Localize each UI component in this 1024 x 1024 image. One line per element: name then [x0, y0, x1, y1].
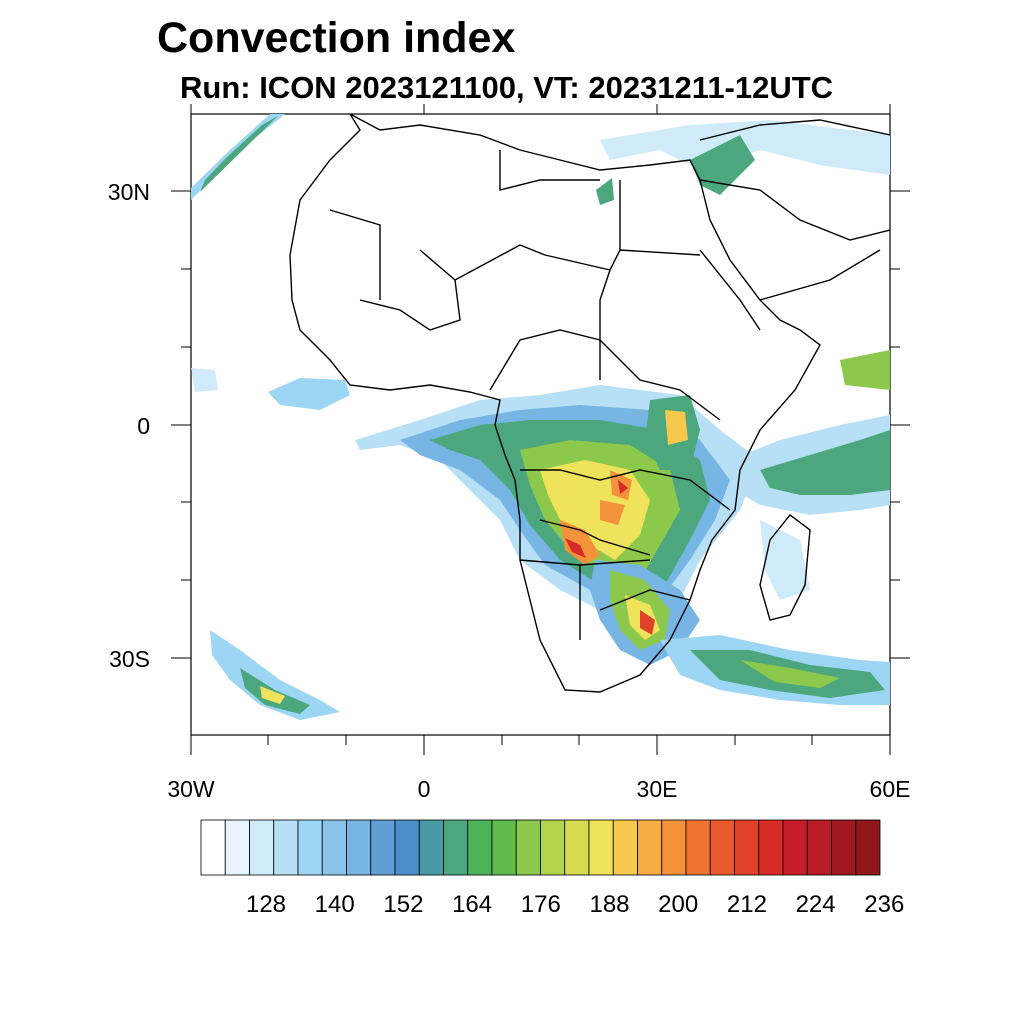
coastlines	[289, 114, 890, 693]
colorbar-swatch	[855, 819, 881, 876]
colorbar-label: 164	[452, 891, 492, 918]
field-sw-streak	[210, 630, 340, 720]
field-libya	[596, 178, 614, 205]
colorbar-swatch	[370, 819, 396, 876]
colorbar-swatch	[564, 819, 590, 876]
colorbar-swatch	[249, 819, 275, 876]
colorbar-swatch	[491, 819, 517, 876]
colorbar-label: 152	[383, 891, 423, 918]
colorbar-swatch	[588, 819, 614, 876]
colorbar-swatch	[224, 819, 250, 876]
field-wafr2	[191, 368, 218, 392]
colorbar-swatch	[346, 819, 372, 876]
colorbar-swatch	[637, 819, 663, 876]
colorbar-swatch	[273, 819, 299, 876]
colorbar-swatch	[515, 819, 541, 876]
chart-subtitle: Run: ICON 2023121100, VT: 20231211-12UTC	[180, 70, 834, 105]
colorbar-swatch	[685, 819, 711, 876]
lat-label-0: 0	[137, 413, 150, 439]
field-levant	[690, 135, 755, 195]
lat-label-30n: 30N	[108, 179, 150, 205]
colorbar-label: 200	[658, 891, 698, 918]
africa-coastline	[289, 114, 821, 693]
colorbar-swatch	[831, 819, 857, 876]
colorbar-label: 176	[521, 891, 561, 918]
field-ne-patch	[840, 350, 890, 390]
colorbar-swatch	[200, 819, 226, 876]
colorbar-swatch	[443, 819, 469, 876]
colorbar-swatch	[321, 819, 347, 876]
colorbar-swatch	[297, 819, 323, 876]
colorbar-label: 236	[864, 891, 904, 918]
field-wafr	[268, 378, 350, 410]
colorbar-swatch	[806, 819, 832, 876]
colorbar-swatch	[394, 819, 420, 876]
colorbar-swatch	[418, 819, 444, 876]
arabia-coastline	[699, 119, 890, 301]
colorbar-swatch	[782, 819, 808, 876]
colorbar-swatch	[467, 819, 493, 876]
lon-label-30e: 30E	[637, 776, 678, 802]
colorbar-label: 188	[589, 891, 629, 918]
lon-label-30w: 30W	[167, 776, 215, 802]
colorbar-swatch	[540, 819, 566, 876]
field-sio-yellowgreen	[740, 660, 840, 688]
madagascar-coastline	[759, 514, 811, 621]
field-sw-streak-core	[240, 668, 310, 714]
convection-field	[191, 114, 890, 720]
colorbar-label: 224	[796, 891, 836, 918]
colorbar-swatch	[709, 819, 735, 876]
colorbar	[200, 819, 881, 876]
country-borders-north	[499, 150, 761, 331]
field-eio-green	[760, 430, 890, 495]
colorbar-labels: 128 140 152 164 176 188 200 212 224 236	[246, 891, 904, 918]
lon-label-0: 0	[418, 776, 431, 802]
colorbar-swatch	[758, 819, 784, 876]
field-central-red	[565, 480, 628, 558]
colorbar-swatch	[612, 819, 638, 876]
chart-title: Convection index	[157, 14, 516, 62]
field-south-red	[640, 610, 655, 635]
colorbar-swatch	[661, 819, 687, 876]
country-borders	[329, 209, 731, 640]
axis-ticks	[171, 104, 910, 755]
lat-label-30s: 30S	[109, 646, 150, 672]
colorbar-label: 140	[315, 891, 355, 918]
field-sw-streak-yellow	[260, 686, 285, 704]
lon-label-60e: 60E	[870, 776, 911, 802]
colorbar-label: 128	[246, 891, 286, 918]
field-madagascar	[760, 520, 810, 600]
field-central-orange	[560, 470, 632, 565]
field-lake-victoria-core	[665, 410, 688, 445]
colorbar-label: 212	[727, 891, 767, 918]
colorbar-swatch	[734, 819, 760, 876]
